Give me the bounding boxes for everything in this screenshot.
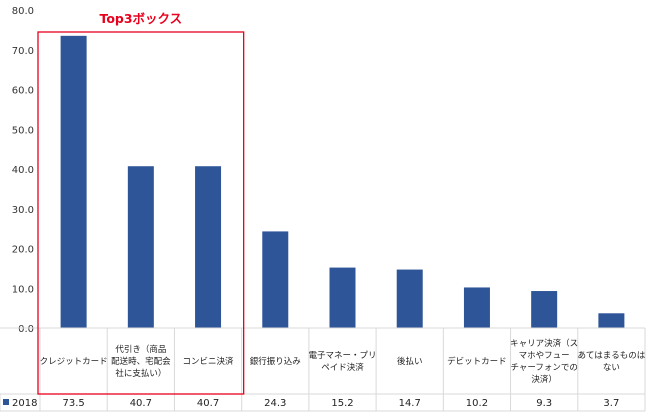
y-tick-label: 70.0 <box>12 46 34 57</box>
x-tick-label-line: クレジットカード <box>40 357 108 367</box>
bar <box>195 166 222 328</box>
x-tick-label-line: 後払い <box>397 356 423 367</box>
x-tick-label: 後払い <box>397 356 423 367</box>
x-tick-label: 電子マネー・プリペイド決済 <box>308 351 376 373</box>
bar <box>329 267 356 328</box>
x-tick-label-line: コンビニ決済 <box>183 356 235 367</box>
y-tick-label: 0.0 <box>18 324 34 335</box>
bars <box>60 35 625 329</box>
x-tick-label-line: 銀行振り込み <box>250 356 302 367</box>
data-label: 24.3 <box>264 398 286 409</box>
x-tick-label-line: チャーフォンでの <box>510 363 577 373</box>
highlight-box <box>37 31 245 395</box>
x-tick-label: コンビニ決済 <box>183 356 235 367</box>
x-tick-label-line: キャリア決済（ス <box>510 338 578 349</box>
x-tick-label-line: マホやフュー <box>519 351 570 361</box>
legend-label: 2018 <box>12 398 37 409</box>
data-label: 40.7 <box>197 398 219 409</box>
data-label: 73.5 <box>62 398 84 409</box>
data-label: 3.7 <box>603 398 619 409</box>
top3-highlight: Top3ボックス <box>37 11 245 395</box>
bar <box>262 231 289 328</box>
bar <box>396 269 423 328</box>
data-label: 10.2 <box>466 398 488 409</box>
bar <box>127 166 154 328</box>
y-tick-label: 80.0 <box>12 6 34 17</box>
x-tick-label: デビットカード <box>447 356 507 367</box>
x-tick-label-line: 社に支払い） <box>115 368 166 379</box>
y-tick-label: 30.0 <box>12 205 34 216</box>
x-tick-label: 銀行振り込み <box>250 356 302 367</box>
x-tick-label-line: 代引き（商品 <box>115 344 166 355</box>
x-tick-label-line: デビットカード <box>447 356 507 367</box>
y-tick-label: 40.0 <box>12 165 34 176</box>
data-label: 14.7 <box>399 398 421 409</box>
x-tick-label-line: 電子マネー・プリ <box>308 351 376 361</box>
x-tick-label: 代引き（商品配送時、宅配会社に支払い） <box>111 344 171 379</box>
y-tick-label: 20.0 <box>12 245 34 256</box>
bar <box>531 291 558 328</box>
x-tick-label-line: あてはまるものは <box>578 351 646 361</box>
y-tick-label: 10.0 <box>12 284 34 295</box>
data-label: 15.2 <box>331 398 353 409</box>
x-tick-label-line: ペイド決済 <box>321 362 364 373</box>
bar <box>598 313 625 328</box>
bar <box>463 287 490 328</box>
x-tick-label-line: 決済） <box>531 374 557 385</box>
x-tick-label-line: 配送時、宅配会 <box>111 356 171 367</box>
x-tick-label-line: ない <box>603 363 620 373</box>
highlight-label: Top3ボックス <box>99 11 182 26</box>
bar <box>60 35 87 329</box>
data-label: 9.3 <box>536 398 552 409</box>
legend-swatch <box>3 399 9 405</box>
x-tick-label: キャリア決済（スマホやフューチャーフォンでの決済） <box>510 338 578 385</box>
y-tick-label: 60.0 <box>12 86 34 97</box>
x-tick-label: あてはまるものはない <box>578 351 646 373</box>
data-label: 40.7 <box>130 398 152 409</box>
x-tick-label: クレジットカード <box>40 357 108 367</box>
y-tick-label: 50.0 <box>12 125 34 136</box>
y-axis: 0.0 10.0 20.0 30.0 40.0 50.0 60.0 70.0 80.0 <box>12 6 34 335</box>
